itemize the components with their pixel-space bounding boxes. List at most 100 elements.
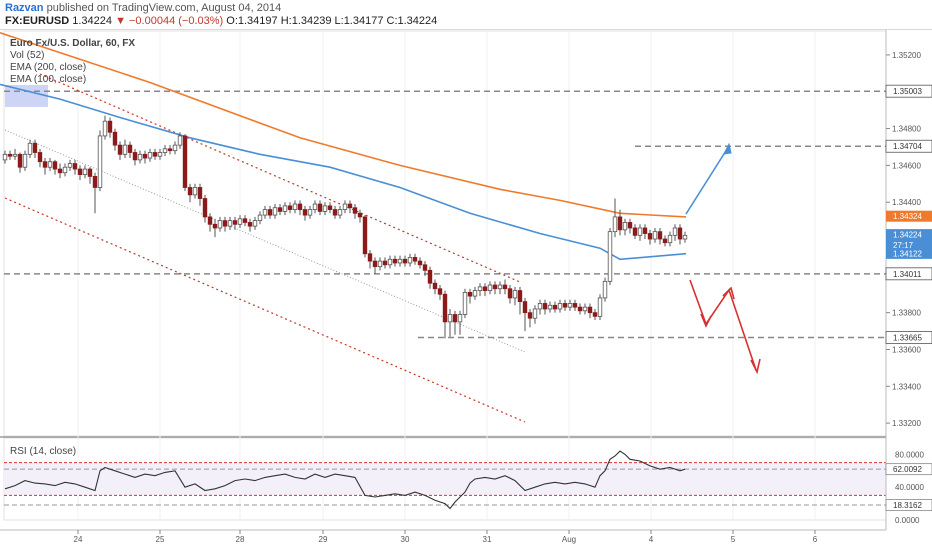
candle-body: [392, 258, 398, 264]
level-tag-label: 1.34011: [893, 270, 922, 279]
candle-body: [407, 257, 413, 264]
candle-body: [342, 203, 348, 210]
symbol-line: FX:EURUSD 1.34224 ▼ −0.00044 (−0.03%) O:…: [5, 15, 927, 28]
candle-body: [207, 216, 213, 225]
candle-body: [7, 153, 13, 157]
candle-body: [652, 231, 658, 240]
candle-body: [477, 286, 483, 291]
publish-info: Razvan published on TradingView.com, Aug…: [5, 2, 927, 15]
candle-body: [57, 168, 63, 174]
candle-body: [127, 144, 133, 153]
candle-body: [597, 297, 603, 317]
candle-body: [122, 144, 128, 155]
candle-body: [62, 166, 68, 174]
time-tick-label: 25: [156, 535, 165, 544]
candle-body: [2, 153, 8, 161]
rsi-tick-label: 40.0000: [895, 483, 924, 492]
level-tag-box: [885, 331, 932, 344]
candle-body: [137, 153, 143, 161]
arrow-up-head-red: [722, 286, 735, 300]
time-tick-label: 6: [813, 535, 818, 544]
candle-body: [32, 142, 38, 153]
candle-body: [562, 303, 568, 308]
level-tag-box: [885, 139, 932, 153]
legend-ema100: EMA (100, close): [10, 74, 86, 85]
channel-lower-line: [4, 197, 526, 423]
price-tick-label: 1.33800: [892, 309, 921, 318]
candle-body: [657, 231, 663, 240]
candle-body: [547, 304, 553, 310]
candle-body: [117, 144, 123, 155]
price-tick-label: 1.33400: [892, 382, 921, 391]
grid-lines: [0, 30, 932, 521]
candle-body: [237, 218, 243, 225]
chart-header: Razvan published on TradingView.com, Aug…: [0, 0, 932, 30]
candle-body: [372, 260, 378, 268]
candle-body: [97, 135, 103, 188]
candle-body: [222, 220, 228, 227]
ema200-line: [0, 32, 687, 218]
price-tag-label: 1.34324: [893, 212, 922, 221]
candle-body: [247, 222, 253, 227]
candle-body: [672, 227, 678, 236]
rsi-pane: [4, 450, 886, 510]
candle-body: [467, 292, 473, 297]
legend-title: Euro Fx/U.S. Dollar, 60, FX: [10, 38, 135, 49]
candle-body: [102, 120, 108, 137]
time-tick-label: 5: [731, 535, 736, 544]
candle-body: [497, 284, 503, 290]
time-tick-label: 31: [483, 535, 492, 544]
candle-body: [357, 212, 363, 218]
level-tag-label: 1.35003: [893, 87, 922, 96]
candle-body: [22, 153, 28, 168]
price-pane-bg: [3, 30, 887, 437]
candle-body: [257, 214, 263, 222]
level-tag-box: [885, 267, 932, 281]
candle-body: [617, 216, 623, 231]
legend-vol: Vol (52): [10, 50, 44, 61]
candle-body: [17, 153, 23, 168]
candle-body: [502, 284, 508, 290]
candle-body: [427, 269, 433, 284]
candle-body: [317, 203, 323, 212]
candle-body: [577, 306, 583, 312]
author-link[interactable]: Razvan: [5, 2, 44, 14]
candle-body: [152, 152, 158, 157]
candle-body: [307, 209, 313, 216]
price-change: ▼ −0.00044 (−0.03%): [115, 15, 224, 27]
publish-text: published on TradingView.com, August 04,…: [46, 2, 282, 14]
ohlc-values: O:1.34197 H:1.34239 L:1.34177 C:1.34224: [226, 15, 438, 27]
candle-body: [252, 220, 258, 227]
level-tag-label: 1.34704: [893, 142, 922, 151]
price-tick-label: 1.35200: [892, 51, 921, 60]
candle-body: [47, 161, 53, 168]
candle-body: [417, 260, 423, 266]
rsi-line: [4, 450, 686, 510]
moving-averages: [0, 32, 687, 261]
candle-body: [112, 131, 118, 146]
candle-body: [12, 153, 18, 157]
rsi-band-fill: [4, 462, 886, 496]
candle-body: [337, 209, 343, 216]
time-tick-label: 4: [649, 535, 654, 544]
candle-body: [612, 216, 618, 233]
candle-body: [217, 220, 223, 229]
candle-body: [327, 205, 333, 210]
candle-body: [447, 314, 453, 323]
candle-body: [302, 209, 308, 216]
candle-body: [267, 209, 273, 216]
last-price: 1.34224: [72, 15, 112, 27]
candle-body: [472, 290, 478, 297]
rsi-tag-box: [885, 463, 932, 476]
candle-body: [147, 152, 153, 159]
candle-body: [227, 220, 233, 227]
candle-body: [332, 209, 338, 216]
candle-body: [42, 161, 48, 168]
candle-body: [82, 168, 88, 175]
candle-body: [677, 227, 683, 240]
candle-body: [637, 227, 643, 236]
candle-body: [142, 153, 148, 159]
symbol-label: FX:EURUSD: [5, 15, 70, 27]
candle-body: [647, 233, 653, 240]
